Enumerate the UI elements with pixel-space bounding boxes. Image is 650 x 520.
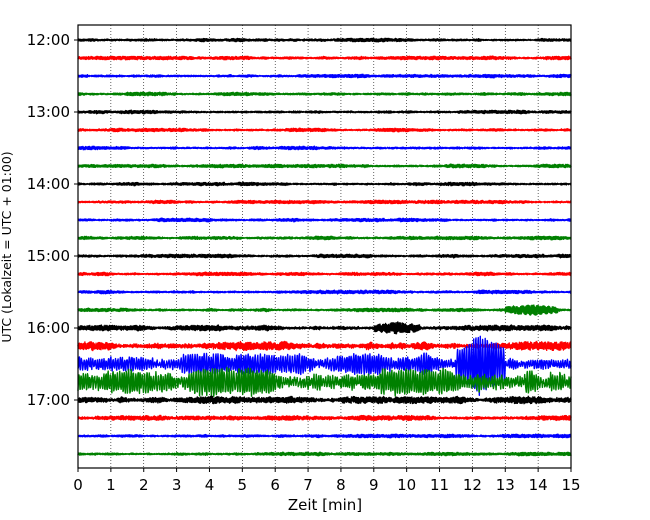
x-tick-label: 13 (496, 476, 515, 494)
x-tick-label: 10 (397, 476, 416, 494)
trace-line (77, 91, 572, 97)
x-tick-label: 4 (205, 476, 215, 494)
x-tick-label: 15 (561, 476, 580, 494)
trace-line (77, 433, 572, 439)
x-tick-label: 9 (369, 476, 379, 494)
y-axis-label: UTC (Lokalzeit = UTC + 01:00) (0, 151, 14, 342)
trace-line (77, 127, 572, 133)
trace-line (77, 217, 572, 223)
trace-line (77, 163, 572, 169)
grid-lines (110, 25, 539, 468)
trace-line (77, 181, 572, 187)
trace-line (77, 37, 572, 43)
y-tick-label: 12:00 (27, 31, 70, 49)
trace-line (77, 199, 572, 205)
x-tick-label: 7 (303, 476, 313, 494)
trace-line (77, 145, 572, 151)
y-tick-label: 15:00 (27, 247, 70, 265)
x-tick-label: 11 (430, 476, 449, 494)
trace-group (77, 37, 572, 457)
x-tick-label: 5 (238, 476, 248, 494)
trace-line (77, 451, 572, 457)
trace-line (77, 414, 572, 422)
trace-line (77, 235, 572, 241)
x-tick-label: 1 (106, 476, 116, 494)
y-ticks: 12:00 13:00 14:00 15:00 16:00 17:00 (27, 31, 78, 409)
trace-line (77, 289, 572, 295)
y-tick-label: 16:00 (27, 319, 70, 337)
trace-line (77, 109, 572, 115)
trace-line (77, 335, 572, 396)
y-tick-label: 13:00 (27, 103, 70, 121)
trace-line (77, 253, 572, 259)
trace-line (77, 55, 572, 61)
y-tick-label: 17:00 (27, 391, 70, 409)
trace-line (77, 73, 572, 79)
trace-line (77, 395, 572, 405)
x-tick-label: 14 (529, 476, 548, 494)
x-axis-label: Zeit [min] (288, 496, 362, 514)
trace-line (77, 366, 572, 398)
x-tick-label: 8 (336, 476, 346, 494)
x-tick-label: 12 (463, 476, 482, 494)
trace-line (77, 271, 572, 277)
x-tick-label: 3 (172, 476, 182, 494)
plot-frame (77, 24, 572, 469)
trace-line (77, 304, 572, 316)
x-tick-label: 2 (139, 476, 149, 494)
y-tick-label: 14:00 (27, 175, 70, 193)
x-tick-label: 0 (73, 476, 83, 494)
trace-line (77, 321, 572, 335)
x-tick-label: 6 (270, 476, 280, 494)
x-ticks: 0 1 2 3 4 5 6 7 8 9 10 11 12 13 14 15 (73, 468, 581, 494)
